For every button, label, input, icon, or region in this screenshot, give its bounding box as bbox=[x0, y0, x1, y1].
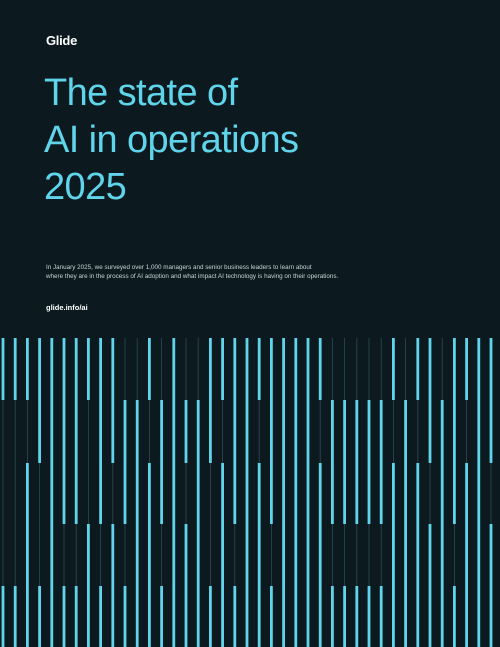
pattern-accent-line bbox=[257, 463, 261, 647]
title-line-1: The state of bbox=[44, 72, 238, 114]
pattern-accent-line bbox=[221, 463, 224, 647]
pattern-accent-line bbox=[477, 338, 481, 647]
pattern-accent-line bbox=[318, 338, 322, 400]
pattern-accent-line bbox=[184, 400, 188, 463]
pattern-accent-line bbox=[172, 338, 176, 647]
pattern-accent-line bbox=[489, 524, 493, 647]
pattern-accent-line bbox=[416, 463, 420, 647]
glide-logo: Glide bbox=[46, 33, 78, 48]
pattern-accent-line bbox=[160, 400, 163, 524]
pattern-accent-line bbox=[99, 586, 102, 647]
pattern-accent-line bbox=[1, 338, 5, 400]
pattern-accent-line bbox=[331, 586, 334, 647]
pattern-accent-line bbox=[318, 463, 322, 647]
pattern-accent-line bbox=[440, 400, 444, 647]
pattern-accent-line bbox=[294, 338, 298, 647]
pattern-accent-line bbox=[416, 338, 420, 400]
pattern-accent-line bbox=[111, 524, 115, 647]
pattern-accent-line bbox=[379, 586, 383, 647]
pattern-accent-line bbox=[111, 338, 115, 463]
pattern-accent-line bbox=[257, 338, 261, 400]
pattern-accent-line bbox=[123, 586, 127, 647]
intro-paragraph: In January 2025, we surveyed over 1,000 … bbox=[46, 263, 406, 281]
pattern-accent-line bbox=[38, 586, 41, 647]
pattern-accent-line bbox=[209, 338, 212, 463]
pattern-accent-line bbox=[50, 338, 54, 647]
pattern-accent-line bbox=[392, 338, 395, 400]
pattern-accent-line bbox=[221, 338, 224, 400]
title-line-3: 2025 bbox=[44, 166, 127, 208]
pattern-accent-line bbox=[148, 463, 151, 647]
pattern-accent-line bbox=[343, 400, 346, 524]
pattern-accent-line bbox=[270, 586, 273, 647]
pattern-accent-line bbox=[428, 524, 432, 647]
pattern-accent-line bbox=[233, 586, 237, 647]
pattern-accent-line bbox=[367, 400, 371, 524]
intro-line-2: where they are in the process of AI adop… bbox=[46, 273, 339, 280]
pattern-accent-line bbox=[489, 338, 493, 463]
pattern-accent-line bbox=[331, 400, 334, 524]
pattern-accent-line bbox=[355, 400, 359, 524]
pattern-accent-line bbox=[270, 338, 273, 524]
pattern-accent-line bbox=[87, 338, 90, 400]
pattern-accent-line bbox=[87, 524, 90, 647]
pattern-accent-line bbox=[62, 338, 66, 524]
pattern-accent-line bbox=[453, 338, 456, 524]
pattern-accent-line bbox=[74, 586, 78, 647]
pattern-accent-line bbox=[209, 586, 212, 647]
pattern-accent-line bbox=[282, 338, 285, 647]
pattern-accent-line bbox=[245, 338, 249, 647]
pattern-accent-line bbox=[74, 338, 78, 524]
pattern-accent-line bbox=[26, 463, 29, 647]
pattern-accent-line bbox=[99, 338, 102, 524]
pattern-accent-line bbox=[453, 586, 456, 647]
pattern-accent-line bbox=[135, 400, 139, 647]
pattern-accent-line bbox=[13, 586, 17, 647]
pattern-accent-line bbox=[306, 338, 310, 647]
decorative-bar-pattern bbox=[1, 338, 493, 647]
pattern-accent-line bbox=[13, 338, 17, 400]
pattern-accent-line bbox=[148, 338, 151, 400]
pattern-accent-line bbox=[465, 463, 468, 647]
title-line-2: AI in operations bbox=[44, 119, 299, 161]
pattern-accent-line bbox=[62, 586, 66, 647]
pattern-accent-line bbox=[379, 400, 383, 524]
pattern-accent-line bbox=[233, 338, 237, 524]
pattern-accent-line bbox=[1, 586, 5, 647]
pattern-accent-line bbox=[428, 338, 432, 463]
pattern-accent-line bbox=[404, 400, 407, 647]
report-url-link[interactable]: glide.info/ai bbox=[46, 303, 88, 312]
pattern-accent-line bbox=[355, 586, 359, 647]
pattern-accent-line bbox=[26, 338, 29, 400]
pattern-accent-line bbox=[123, 400, 127, 524]
pattern-accent-line bbox=[392, 463, 395, 647]
pattern-accent-line bbox=[367, 586, 371, 647]
pattern-accent-line bbox=[196, 400, 200, 647]
pattern-accent-line bbox=[38, 338, 41, 463]
pattern-accent-line bbox=[184, 524, 188, 647]
pattern-accent-line bbox=[465, 338, 468, 400]
report-title: The state of AI in operations 2025 bbox=[44, 70, 464, 211]
intro-line-1: In January 2025, we surveyed over 1,000 … bbox=[46, 264, 312, 271]
pattern-accent-line bbox=[343, 586, 346, 647]
pattern-accent-line bbox=[160, 586, 163, 647]
